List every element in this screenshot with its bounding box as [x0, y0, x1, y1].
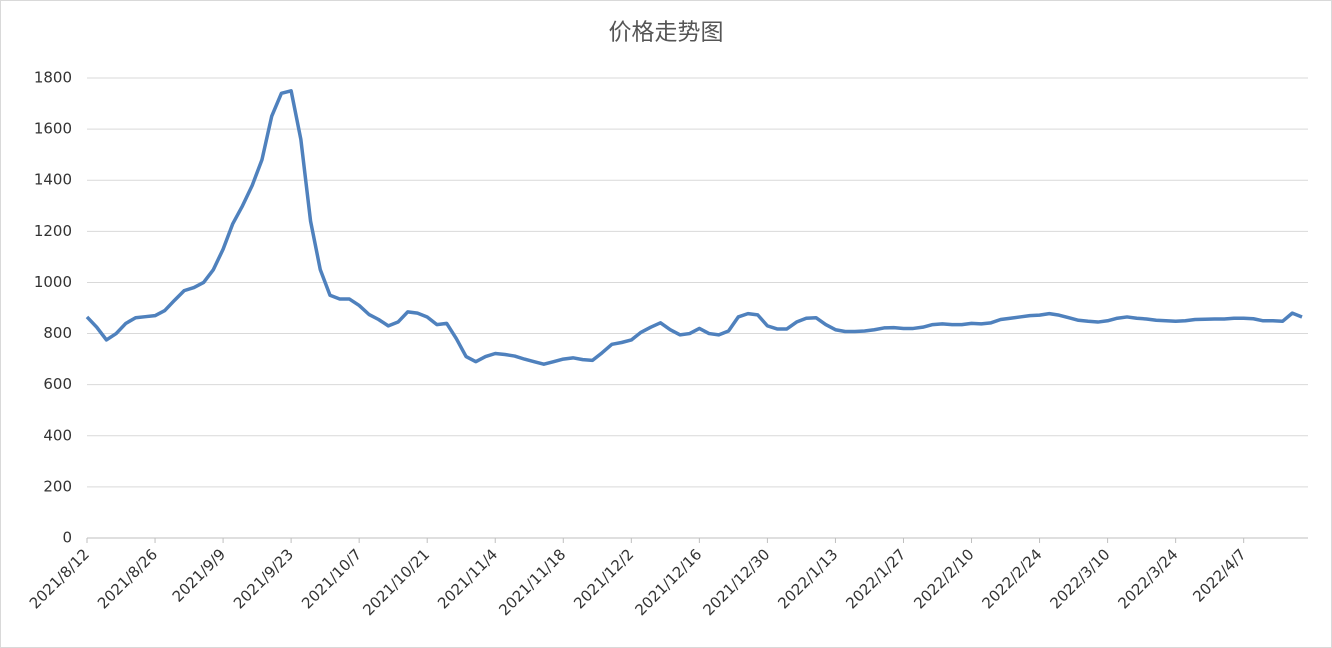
y-tick-label: 200	[43, 477, 72, 495]
price-line	[85, 89, 1303, 366]
chart-title: 价格走势图	[609, 20, 724, 46]
y-tick-label: 400	[43, 426, 72, 444]
y-tick-label: 1000	[34, 273, 72, 291]
y-tick-label: 600	[43, 375, 72, 393]
y-tick-label: 1400	[34, 171, 72, 189]
y-tick-label: 1600	[34, 120, 72, 138]
y-tick-label: 0	[62, 529, 72, 547]
y-tick-label: 1800	[34, 69, 72, 87]
y-tick-label: 1200	[34, 222, 72, 240]
y-tick-label: 800	[43, 324, 72, 342]
